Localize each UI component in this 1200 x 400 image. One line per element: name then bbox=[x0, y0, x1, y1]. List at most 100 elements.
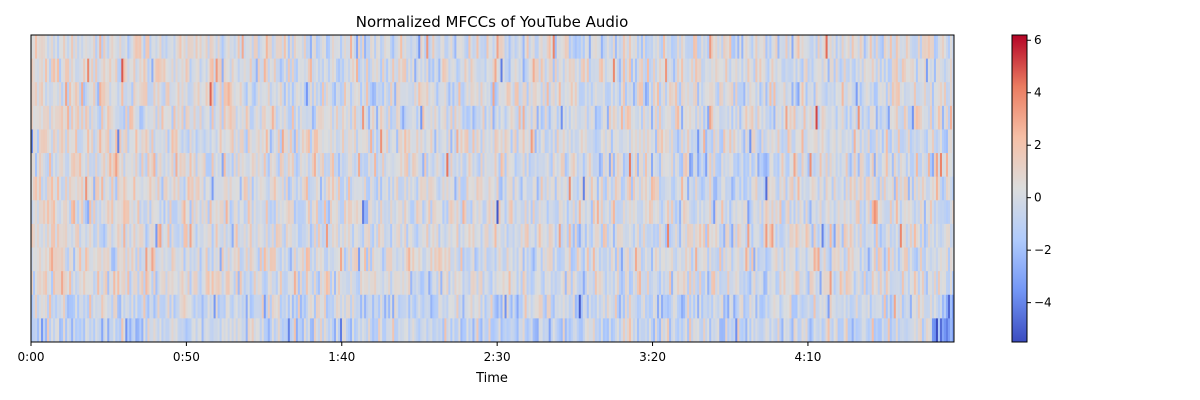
heatmap-cell bbox=[618, 153, 622, 178]
heatmap-cell bbox=[727, 153, 730, 178]
heatmap-cell bbox=[165, 82, 169, 107]
heatmap-cell bbox=[161, 58, 165, 83]
heatmap-cell bbox=[251, 35, 255, 60]
heatmap-cell bbox=[574, 223, 578, 249]
heatmap-cell bbox=[221, 176, 225, 201]
heatmap-cell bbox=[859, 247, 863, 272]
heatmap-cell bbox=[105, 129, 108, 154]
heatmap-cell bbox=[835, 129, 839, 154]
heatmap-cell bbox=[695, 105, 698, 130]
heatmap-cell bbox=[721, 200, 724, 225]
heatmap-cell bbox=[474, 223, 478, 249]
heatmap-cell bbox=[811, 271, 815, 296]
heatmap-cell bbox=[827, 58, 831, 83]
heatmap-cell bbox=[354, 58, 357, 83]
heatmap-cell bbox=[564, 200, 568, 225]
heatmap-cell bbox=[470, 58, 474, 83]
heatmap-cell bbox=[853, 247, 857, 272]
heatmap-cell bbox=[771, 35, 775, 60]
heatmap-cell bbox=[885, 247, 889, 272]
heatmap-cell bbox=[608, 35, 612, 60]
heatmap-cell bbox=[269, 129, 273, 154]
heatmap-cell bbox=[781, 176, 785, 201]
heatmap-cell bbox=[227, 58, 231, 83]
heatmap-cell bbox=[526, 58, 530, 83]
heatmap-cell bbox=[420, 105, 423, 130]
heatmap-cell bbox=[508, 129, 512, 154]
heatmap-cell bbox=[935, 247, 939, 272]
heatmap-cell bbox=[265, 153, 269, 178]
heatmap-cell bbox=[305, 82, 309, 107]
heatmap-cell bbox=[805, 271, 809, 296]
heatmap-cell bbox=[207, 271, 211, 296]
heatmap-cell bbox=[733, 58, 736, 83]
heatmap-cell bbox=[55, 176, 58, 201]
heatmap-cell bbox=[79, 153, 82, 178]
heatmap-cell bbox=[949, 129, 953, 154]
heatmap-cell bbox=[57, 58, 60, 83]
heatmap-cell bbox=[115, 223, 118, 249]
heatmap-cell bbox=[167, 271, 171, 296]
heatmap-cell bbox=[763, 129, 766, 154]
heatmap-cell bbox=[251, 176, 255, 201]
heatmap-cell bbox=[87, 200, 90, 225]
heatmap-cell bbox=[283, 153, 287, 178]
heatmap-cell bbox=[937, 247, 941, 272]
heatmap-cell bbox=[528, 105, 532, 130]
heatmap-cell bbox=[125, 35, 128, 60]
heatmap-cell bbox=[257, 223, 261, 249]
heatmap-cell bbox=[618, 247, 622, 272]
heatmap-cell bbox=[243, 129, 247, 154]
heatmap-cell bbox=[241, 58, 245, 83]
heatmap-cell bbox=[125, 129, 128, 154]
heatmap-cell bbox=[111, 176, 114, 201]
heatmap-cell bbox=[115, 153, 118, 178]
heatmap-cell bbox=[638, 35, 642, 60]
heatmap-cell bbox=[550, 200, 554, 225]
heatmap-cell bbox=[376, 223, 379, 249]
heatmap-cell bbox=[556, 153, 560, 178]
heatmap-cell bbox=[81, 82, 84, 107]
heatmap-cell bbox=[528, 153, 532, 178]
heatmap-cell bbox=[237, 247, 241, 272]
heatmap-cell bbox=[562, 82, 566, 107]
heatmap-cell bbox=[677, 176, 680, 201]
heatmap-cell bbox=[941, 35, 945, 60]
heatmap-cell bbox=[771, 105, 775, 130]
heatmap-cell bbox=[261, 129, 265, 154]
heatmap-cell bbox=[757, 176, 760, 201]
heatmap-cell bbox=[426, 58, 429, 83]
heatmap-cell bbox=[729, 200, 732, 225]
heatmap-cell bbox=[580, 35, 584, 60]
heatmap-cell bbox=[919, 223, 923, 249]
heatmap-cell bbox=[452, 153, 455, 178]
heatmap-cell bbox=[598, 271, 602, 296]
heatmap-cell bbox=[179, 200, 183, 225]
heatmap-cell bbox=[299, 176, 303, 201]
heatmap-cell bbox=[203, 82, 207, 107]
heatmap-cell bbox=[893, 176, 897, 201]
heatmap-cell bbox=[602, 58, 606, 83]
heatmap-cell bbox=[554, 271, 558, 296]
heatmap-cell bbox=[370, 200, 373, 225]
heatmap-cell bbox=[75, 58, 78, 83]
heatmap-cell bbox=[342, 200, 345, 225]
heatmap-cell bbox=[261, 58, 265, 83]
heatmap-cell bbox=[95, 176, 98, 201]
heatmap-cell bbox=[805, 247, 809, 272]
heatmap-cell bbox=[452, 223, 455, 249]
heatmap-cell bbox=[137, 58, 140, 83]
heatmap-cell bbox=[159, 105, 163, 130]
heatmap-cell bbox=[406, 35, 409, 60]
heatmap-cell bbox=[518, 82, 522, 107]
heatmap-cell bbox=[410, 35, 413, 60]
heatmap-cell bbox=[79, 247, 82, 272]
heatmap-cell bbox=[703, 247, 706, 272]
heatmap-cell bbox=[157, 223, 161, 249]
heatmap-cell bbox=[317, 153, 321, 178]
heatmap-cell bbox=[65, 176, 68, 201]
heatmap-cell bbox=[919, 35, 923, 60]
heatmap-cell bbox=[119, 223, 122, 249]
heatmap-cell bbox=[464, 105, 468, 130]
heatmap-cell bbox=[133, 129, 136, 154]
